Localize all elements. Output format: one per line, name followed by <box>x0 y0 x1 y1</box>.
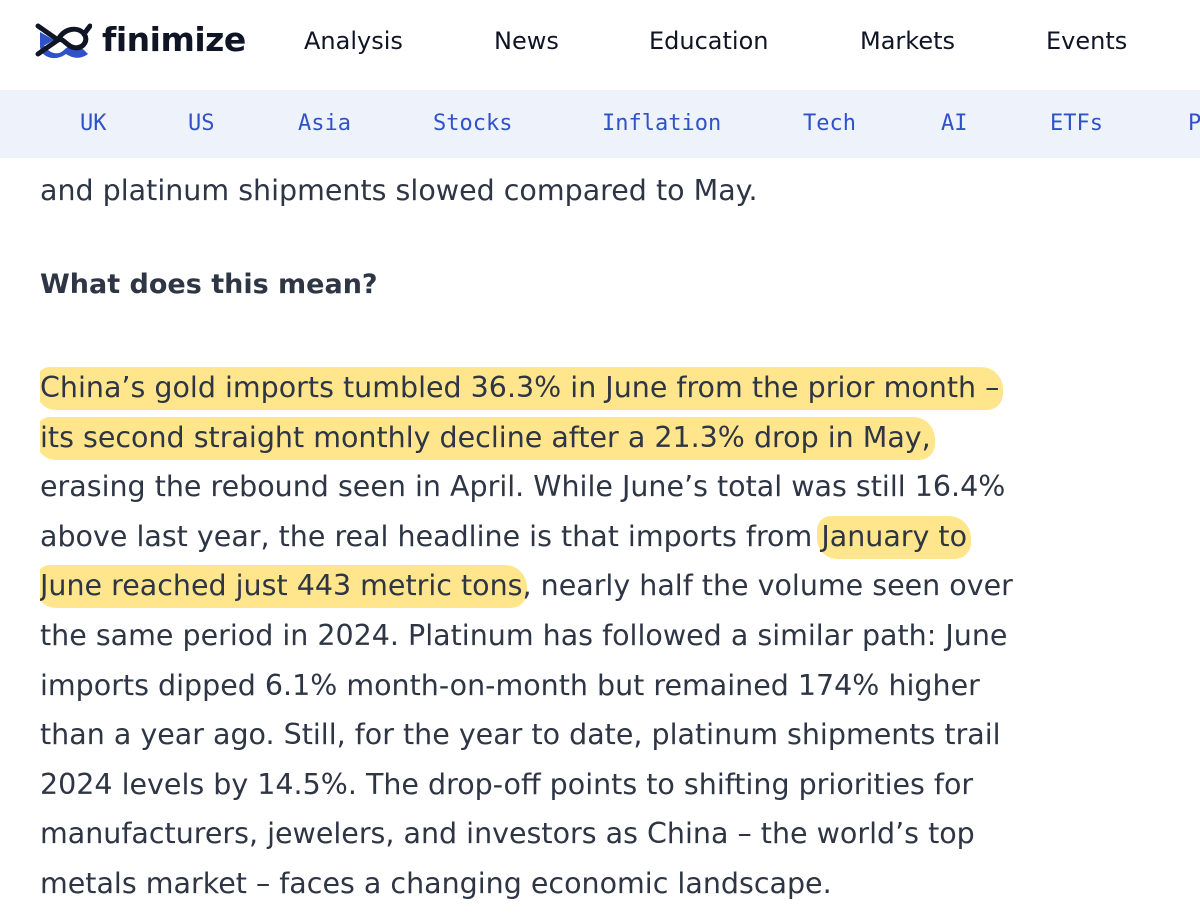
category-inflation[interactable]: Inflation <box>602 111 722 136</box>
finimize-logo-icon <box>35 23 92 59</box>
article-paragraph: China’s gold imports tumbled 36.3% in Ju… <box>40 363 1180 909</box>
highlighted-text: January to <box>817 515 972 559</box>
paragraph-line: above last year, the real headline is th… <box>40 512 1180 562</box>
previous-paragraph-tail: and platinum shipments slowed compared t… <box>40 174 758 207</box>
category-etfs[interactable]: ETFs <box>1050 111 1103 136</box>
paragraph-line: metals market – faces a changing economi… <box>40 859 1180 909</box>
article-body: and platinum shipments slowed compared t… <box>40 158 1180 919</box>
text-segment: erasing the rebound seen in April. While… <box>40 470 1006 504</box>
paragraph-line: its second straight monthly decline afte… <box>40 413 1180 463</box>
category-ai[interactable]: AI <box>941 111 968 136</box>
text-segment: the same period in 2024. Platinum has fo… <box>40 618 1008 652</box>
nav-news[interactable]: News <box>494 27 559 55</box>
section-heading: What does this mean? <box>40 269 378 300</box>
nav-markets[interactable]: Markets <box>860 27 956 55</box>
paragraph-line: imports dipped 6.1% month-on-month but r… <box>40 661 1180 711</box>
category-truncated[interactable]: P <box>1188 111 1200 136</box>
paragraph-line: than a year ago. Still, for the year to … <box>40 710 1180 760</box>
category-uk[interactable]: UK <box>80 111 107 136</box>
paragraph-line: June reached just 443 metric tons, nearl… <box>40 561 1180 611</box>
nav-education[interactable]: Education <box>649 27 769 55</box>
paragraph-line: manufacturers, jewelers, and investors a… <box>40 809 1180 859</box>
text-segment: manufacturers, jewelers, and investors a… <box>40 817 975 851</box>
text-segment: metals market – faces a changing economi… <box>40 866 832 900</box>
category-us[interactable]: US <box>188 111 215 136</box>
paragraph-line: China’s gold imports tumbled 36.3% in Ju… <box>40 363 1180 413</box>
nav-events[interactable]: Events <box>1046 27 1128 55</box>
finimize-logo[interactable]: finimize <box>34 18 246 62</box>
highlighted-text: June reached just 443 metric tons <box>40 565 527 609</box>
category-tech[interactable]: Tech <box>803 111 856 136</box>
category-nav: UK US Asia Stocks Inflation Tech AI ETFs… <box>0 90 1200 158</box>
logo-wordmark: finimize <box>102 20 246 59</box>
paragraph-line: erasing the rebound seen in April. While… <box>40 462 1180 512</box>
highlighted-text: China’s gold imports tumbled 36.3% in Ju… <box>40 367 1004 410</box>
text-segment: 2024 levels by 14.5%. The drop-off point… <box>40 767 974 801</box>
highlighted-text: its second straight monthly decline afte… <box>40 416 935 460</box>
top-header: finimize Analysis News Education Markets… <box>0 0 1200 90</box>
text-segment: , nearly half the volume seen over <box>522 569 1013 603</box>
category-stocks[interactable]: Stocks <box>433 111 513 136</box>
paragraph-line: the same period in 2024. Platinum has fo… <box>40 611 1180 661</box>
text-segment: above last year, the real headline is th… <box>40 519 822 553</box>
main-nav: Analysis News Education Markets Events <box>0 26 1200 56</box>
paragraph-line: 2024 levels by 14.5%. The drop-off point… <box>40 760 1180 810</box>
category-asia[interactable]: Asia <box>298 111 351 136</box>
text-segment: than a year ago. Still, for the year to … <box>40 718 1001 752</box>
nav-analysis[interactable]: Analysis <box>304 27 403 55</box>
text-segment: imports dipped 6.1% month-on-month but r… <box>40 668 980 702</box>
